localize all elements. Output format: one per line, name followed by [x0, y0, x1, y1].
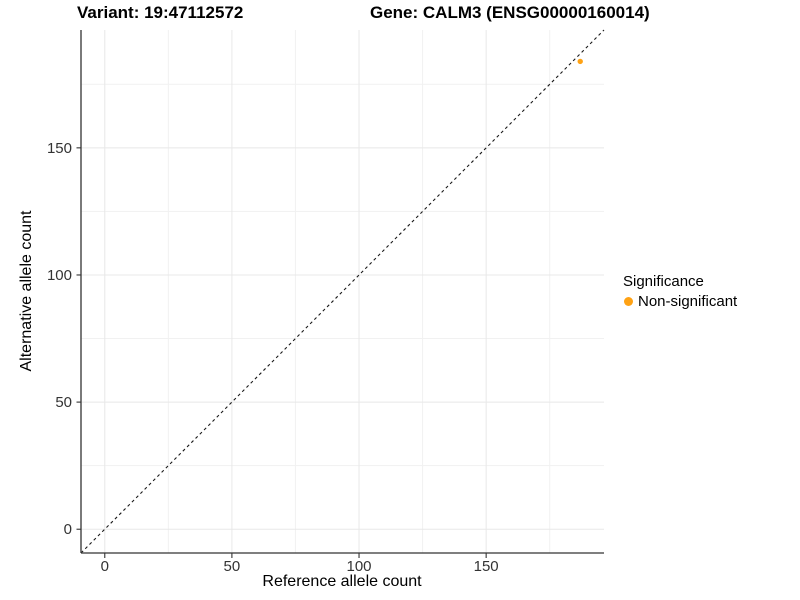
y-tick-label: 0: [64, 521, 72, 538]
data-point: [577, 58, 583, 65]
point-marker-icon: [624, 297, 633, 306]
variant-title: Variant: 19:47112572: [77, 3, 244, 22]
legend-item-non-significant: Non-significant: [623, 293, 737, 310]
x-axis-title: Reference allele count: [262, 573, 422, 590]
x-tick-label: 0: [101, 558, 109, 575]
x-tick-label: 50: [224, 558, 241, 575]
identity-line: [80, 29, 605, 554]
x-tick-label: 100: [347, 558, 372, 575]
legend: Significance Non-significant: [623, 273, 737, 310]
legend-item-label: Non-significant: [638, 293, 738, 310]
y-tick-label: 150: [47, 140, 72, 157]
x-tick-label: 150: [474, 558, 499, 575]
legend-title: Significance: [623, 273, 704, 290]
y-tick-label: 100: [47, 267, 72, 284]
gene-title: Gene: CALM3 (ENSG00000160014): [370, 3, 650, 22]
y-tick-label: 50: [55, 394, 72, 411]
